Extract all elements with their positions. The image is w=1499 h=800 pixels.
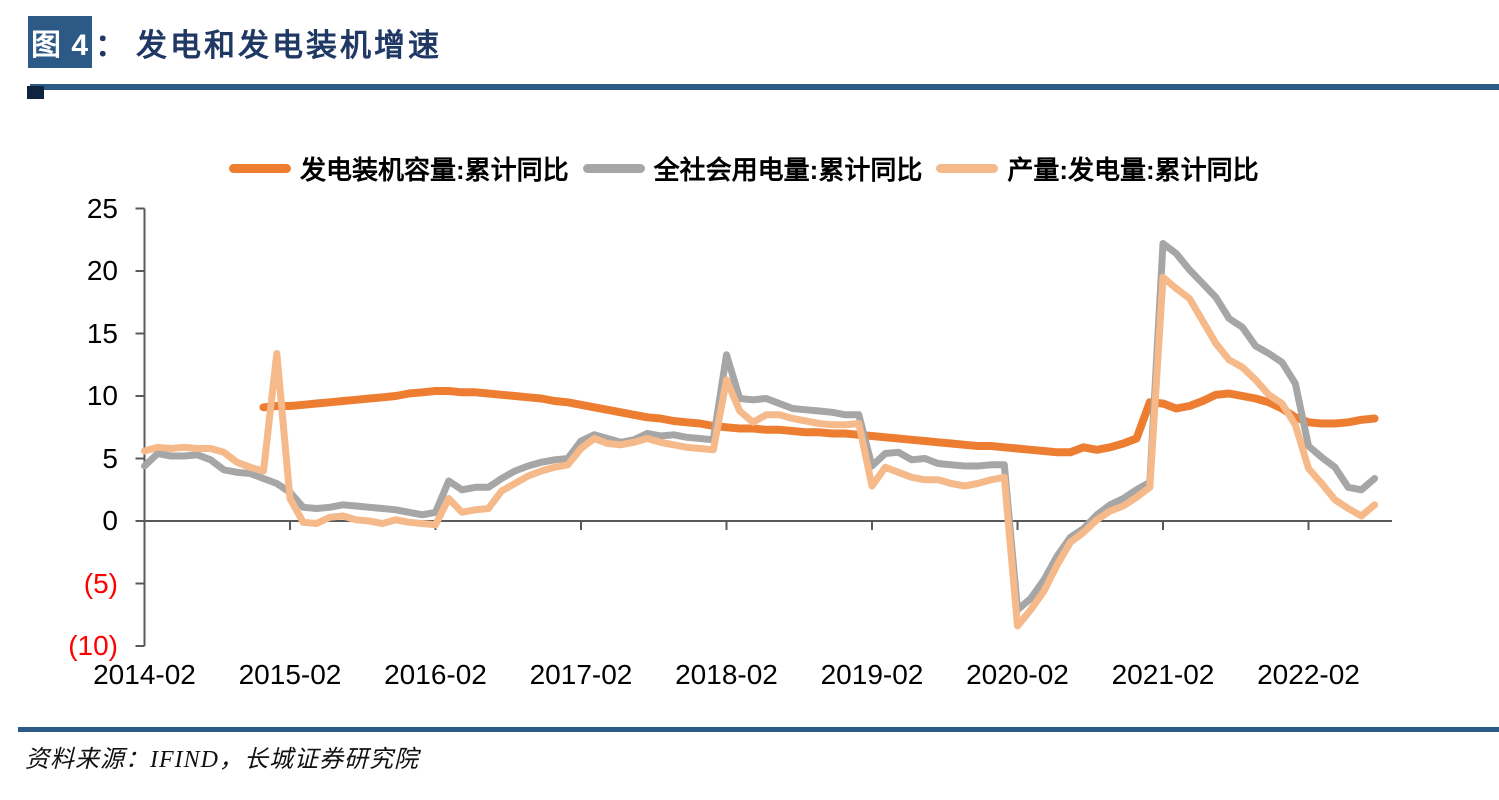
series-line-power-generation-yoy [141, 273, 1379, 630]
header-rule-square [27, 86, 44, 99]
legend-label: 全社会用电量:累计同比 [653, 155, 923, 185]
figure-title-separator: ： [95, 27, 126, 63]
legend-swatch-electricity-consumption-yoy [582, 164, 645, 173]
header-rule [30, 84, 1499, 90]
figure-header: 图 4 ： 发电和发电装机增速 [28, 16, 442, 68]
legend-item-installed-capacity-yoy: 发电装机容量:累计同比 [229, 150, 569, 187]
legend-swatch-power-generation-yoy [936, 164, 999, 173]
chart-legend: 发电装机容量:累计同比 全社会用电量:累计同比 产量:发电量:累计同比 [229, 150, 1259, 187]
series-line-installed-capacity-yoy [259, 387, 1379, 457]
series-line-electricity-consumption-yoy [141, 240, 1379, 614]
page-title: 发电和发电装机增速 [136, 27, 442, 63]
legend-item-power-generation-yoy: 产量:发电量:累计同比 [936, 150, 1259, 187]
figure-number-badge: 图 4 [28, 16, 92, 68]
legend-swatch-installed-capacity-yoy [229, 164, 291, 173]
legend-item-electricity-consumption-yoy: 全社会用电量:累计同比 [582, 150, 923, 187]
legend-label: 产量:发电量:累计同比 [1007, 155, 1259, 185]
source-rule [18, 727, 1499, 732]
legend-label: 发电装机容量:累计同比 [300, 155, 569, 185]
source-text: 资料来源：IFIND，长城证券研究院 [25, 747, 419, 773]
